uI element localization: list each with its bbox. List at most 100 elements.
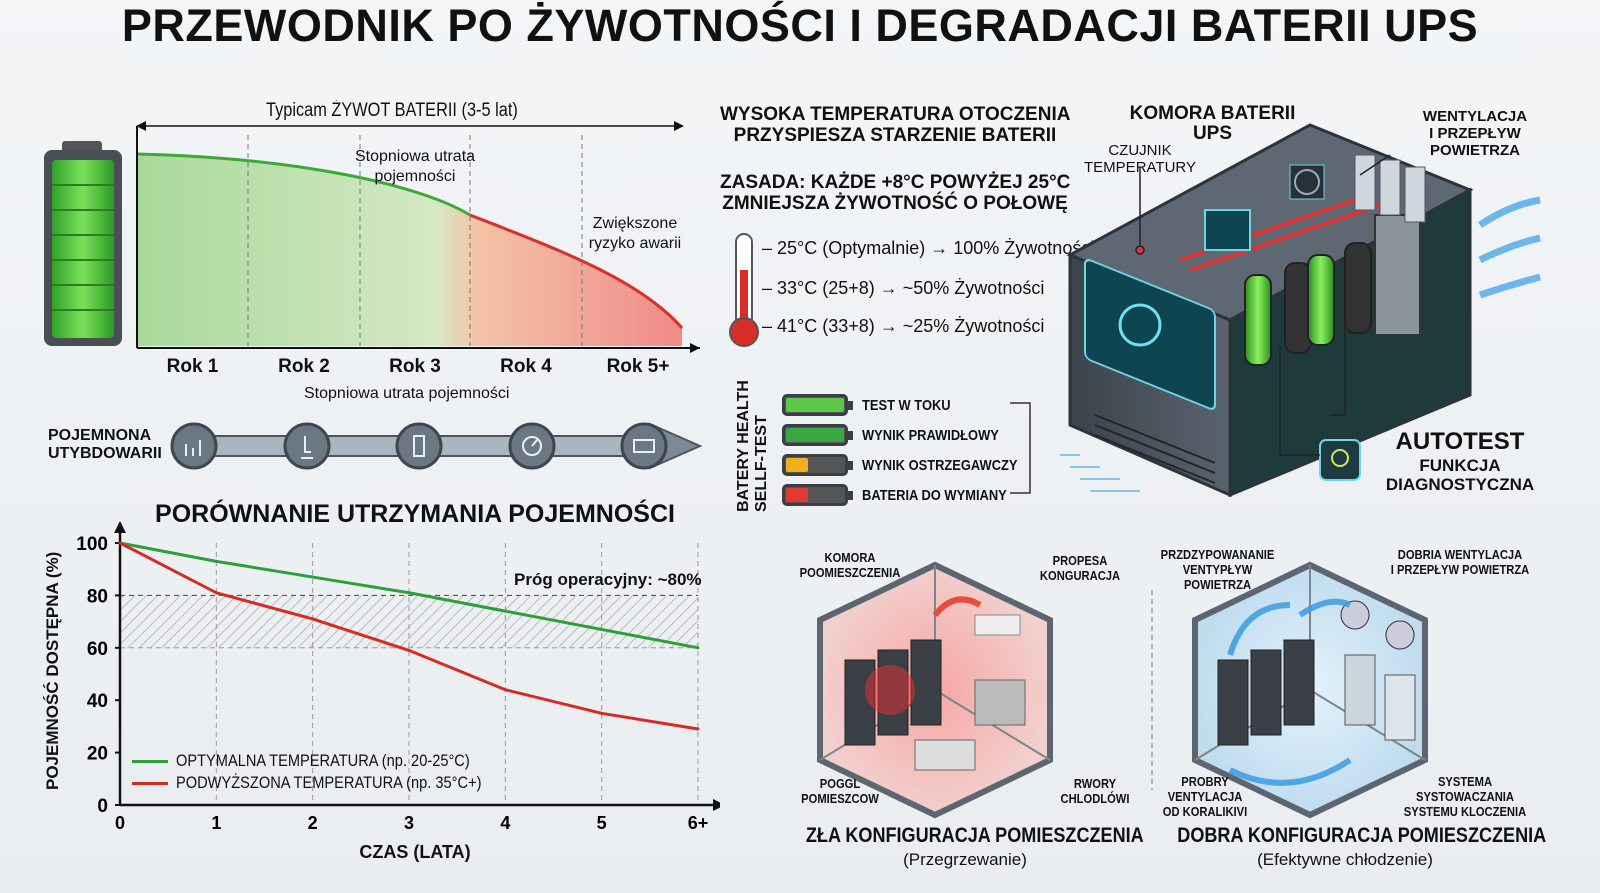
battery-status-icon [782, 484, 853, 506]
battery-terminal [848, 401, 853, 410]
room-illustrations [817, 561, 1428, 819]
bar-chart-icon [170, 422, 218, 470]
year-label: Rok 2 [278, 356, 330, 377]
lifespan-note-end: Zwiększone ryzyko awarii [588, 215, 682, 252]
year-label: Rok 3 [389, 356, 441, 377]
data-point [503, 688, 507, 692]
x-tick-label: 0 [115, 813, 125, 833]
x-axis-arrow [713, 799, 720, 811]
capacity-curve-bad [469, 213, 684, 329]
chart-legend: OPTYMALNA TEMPERATURA (np. 20-25°C) PODW… [132, 750, 531, 794]
data-point [407, 648, 411, 652]
selftest-item: TEST W TOKU [782, 390, 1043, 420]
timeline-label-line1: POJEMNONA [48, 427, 152, 444]
legend-label: PODWYŻSZONA TEMPERATURA (np. 35°C+) [176, 773, 482, 792]
bad-room-label-b: PROPESA KONGURACJA [1039, 553, 1121, 583]
autotest-desc-line2: DIAGNOSTYCZNA [1385, 475, 1535, 494]
temp-rule: ZASADA: KAŻDE +8°C POWYŻEJ 25°C ZMNIEJSZ… [720, 172, 1070, 214]
temp-row-text: 41°C (33+8) → ~25% Żywotności [777, 316, 1045, 336]
temp-row: – 33°C (25+8) → ~50% Żywotności [762, 278, 1045, 298]
lifespan-footer: Stopniowa utrata pojemności [304, 385, 510, 402]
vent-label-line3: POWIETRZA [1430, 142, 1520, 159]
legend-item: OPTYMALNA TEMPERATURA (np. 20-25°C) [132, 750, 531, 772]
autotest-desc: FUNKCJA DIAGNOSTYCZNA [1380, 456, 1540, 494]
data-point [600, 627, 604, 631]
x-tick-label: 1 [211, 813, 221, 833]
x-tick-label: 4 [500, 813, 510, 833]
selftest-item-label: WYNIK PRAWIDŁOWY [862, 426, 999, 444]
threshold-label: Próg operacyjny: ~80% [514, 570, 702, 589]
timeline-arrow [170, 422, 703, 470]
data-point [600, 711, 604, 715]
bad-room-label-a: KOMORA POOMIESZCZENIA [799, 550, 901, 580]
bad-room-label-c: POGGL POMIESZCOW [801, 776, 879, 806]
x-tick-label: 5 [597, 813, 607, 833]
capacity-chart: 0 1 2 3 4 5 6+ 0 20 40 60 80 100 [76, 521, 720, 833]
selftest-item: BATERIA DO WYMIANY [782, 480, 1043, 510]
sensor-label: CZUJNIK TEMPERATURY [1080, 142, 1200, 176]
data-point [407, 591, 411, 595]
temp-row-text: 25°C (Optymalnie) → 100% Żywotności [777, 238, 1095, 258]
thermometer-icon [729, 233, 759, 347]
selftest-item: WYNIK OSTRZEGAWCZY [782, 450, 1043, 480]
x-tick-label: 3 [404, 813, 414, 833]
capacity-curve-good [136, 152, 471, 217]
sensor-label-line2: TEMPERATURY [1084, 159, 1196, 176]
vent-label-line1: WENTYLACJA [1422, 108, 1528, 125]
vent-label: WENTYLACJA I PRZEPŁYW POWIETRZA [1420, 108, 1530, 159]
page-title: PRZEWODNIK PO ŻYWOTNOŚCI I DEGRADACJI BA… [121, 0, 1479, 51]
microscope-icon [283, 422, 331, 470]
selftest-side-label-line1: BATERY HEALTH [735, 380, 752, 512]
y-tick-label: 20 [87, 744, 108, 765]
battery-icon [395, 422, 443, 470]
selftest-list: TEST W TOKU WYNIK PRAWIDŁOWY WYNIK OSTRZEG… [782, 390, 1043, 510]
battery-status-icon [782, 454, 853, 476]
battery-status-icon [782, 424, 853, 446]
data-point [503, 609, 507, 613]
bad-room [817, 561, 1053, 819]
threshold-band [120, 595, 698, 648]
good-room-label-a: PRZDZYPOWANANIE VENTYPŁYW POWIETRZA [1160, 547, 1275, 592]
temp-heading-line1: WYSOKA TEMPERATURA OTOCZENIA [720, 104, 1071, 125]
battery-status-icon [782, 394, 853, 416]
battery-fill [786, 428, 844, 442]
data-point [696, 646, 700, 650]
ups-cabinet-illustration [1060, 123, 1541, 498]
capacity-area [137, 154, 682, 346]
bad-room-title: ZŁA KONFIGURACJA POMIESZCZENIA [805, 824, 1144, 847]
selftest-item: WYNIK PRAWIDŁOWY [782, 420, 1043, 450]
battery-terminal [848, 431, 853, 440]
chart-title: PORÓWNANIE UTRZYMANIA POJEMNOŚCI [155, 500, 675, 528]
temp-heading-line2: PRZYSPIESZA STARZENIE BATERII [733, 125, 1057, 146]
x-tick-label: 2 [308, 813, 318, 833]
selftest-side-label: BATERY HEALTH SELLF-TEST [735, 380, 771, 512]
bad-room-label-d: RWORY CHLODLÓWI [1060, 776, 1130, 806]
selftest-side-label-line2: SELLF-TEST [753, 415, 770, 512]
lifespan-note-mid: Stopniowa utrata pojemności [354, 148, 476, 185]
y-axis-arrow [114, 521, 126, 533]
battery-terminal [848, 461, 853, 470]
x-tick-label: 6+ [688, 813, 709, 833]
lifespan-header: Typicam ŻYWOT BATERII (3-5 lat) [266, 100, 518, 121]
legend-swatch [132, 759, 168, 763]
good-room [1192, 561, 1428, 819]
temp-rule-line1: ZASADA: KAŻDE +8°C POWYŻEJ 25°C [720, 172, 1071, 193]
legend-item: PODWYŻSZONA TEMPERATURA (np. 35°C+) [132, 772, 531, 794]
temp-row: – 41°C (33+8) → ~25% Żywotności [762, 316, 1045, 336]
data-point [311, 617, 315, 621]
battery-fill [786, 488, 808, 502]
y-tick-label: 100 [76, 534, 108, 555]
selftest-bracket [1010, 402, 1031, 494]
y-tick-label: 80 [87, 586, 108, 607]
selftest-item-label: TEST W TOKU [862, 396, 951, 414]
cabinet-title: KOMORA BATERII UPS [1120, 104, 1305, 144]
bad-room-subtitle: (Przegrzewanie) [903, 850, 1027, 869]
good-room-label-d: SYSTEMA SYSTOWACZANIA SYSTEMU KLOCZENIA [1403, 774, 1527, 819]
legend-label: OPTYMALNA TEMPERATURA (np. 20-25°C) [176, 751, 470, 770]
temp-row: – 25°C (Optymalnie) → 100% Żywotności [762, 238, 1095, 258]
data-point [311, 575, 315, 579]
temp-rule-line2: ZMNIEJSZA ŻYWOTNOŚĆ O POŁOWĘ [722, 193, 1068, 214]
battery-fill [786, 398, 844, 412]
chart-ylabel: POJEMNOŚĆ DOSTĘPNA (%) [43, 551, 62, 790]
data-point [118, 541, 122, 545]
